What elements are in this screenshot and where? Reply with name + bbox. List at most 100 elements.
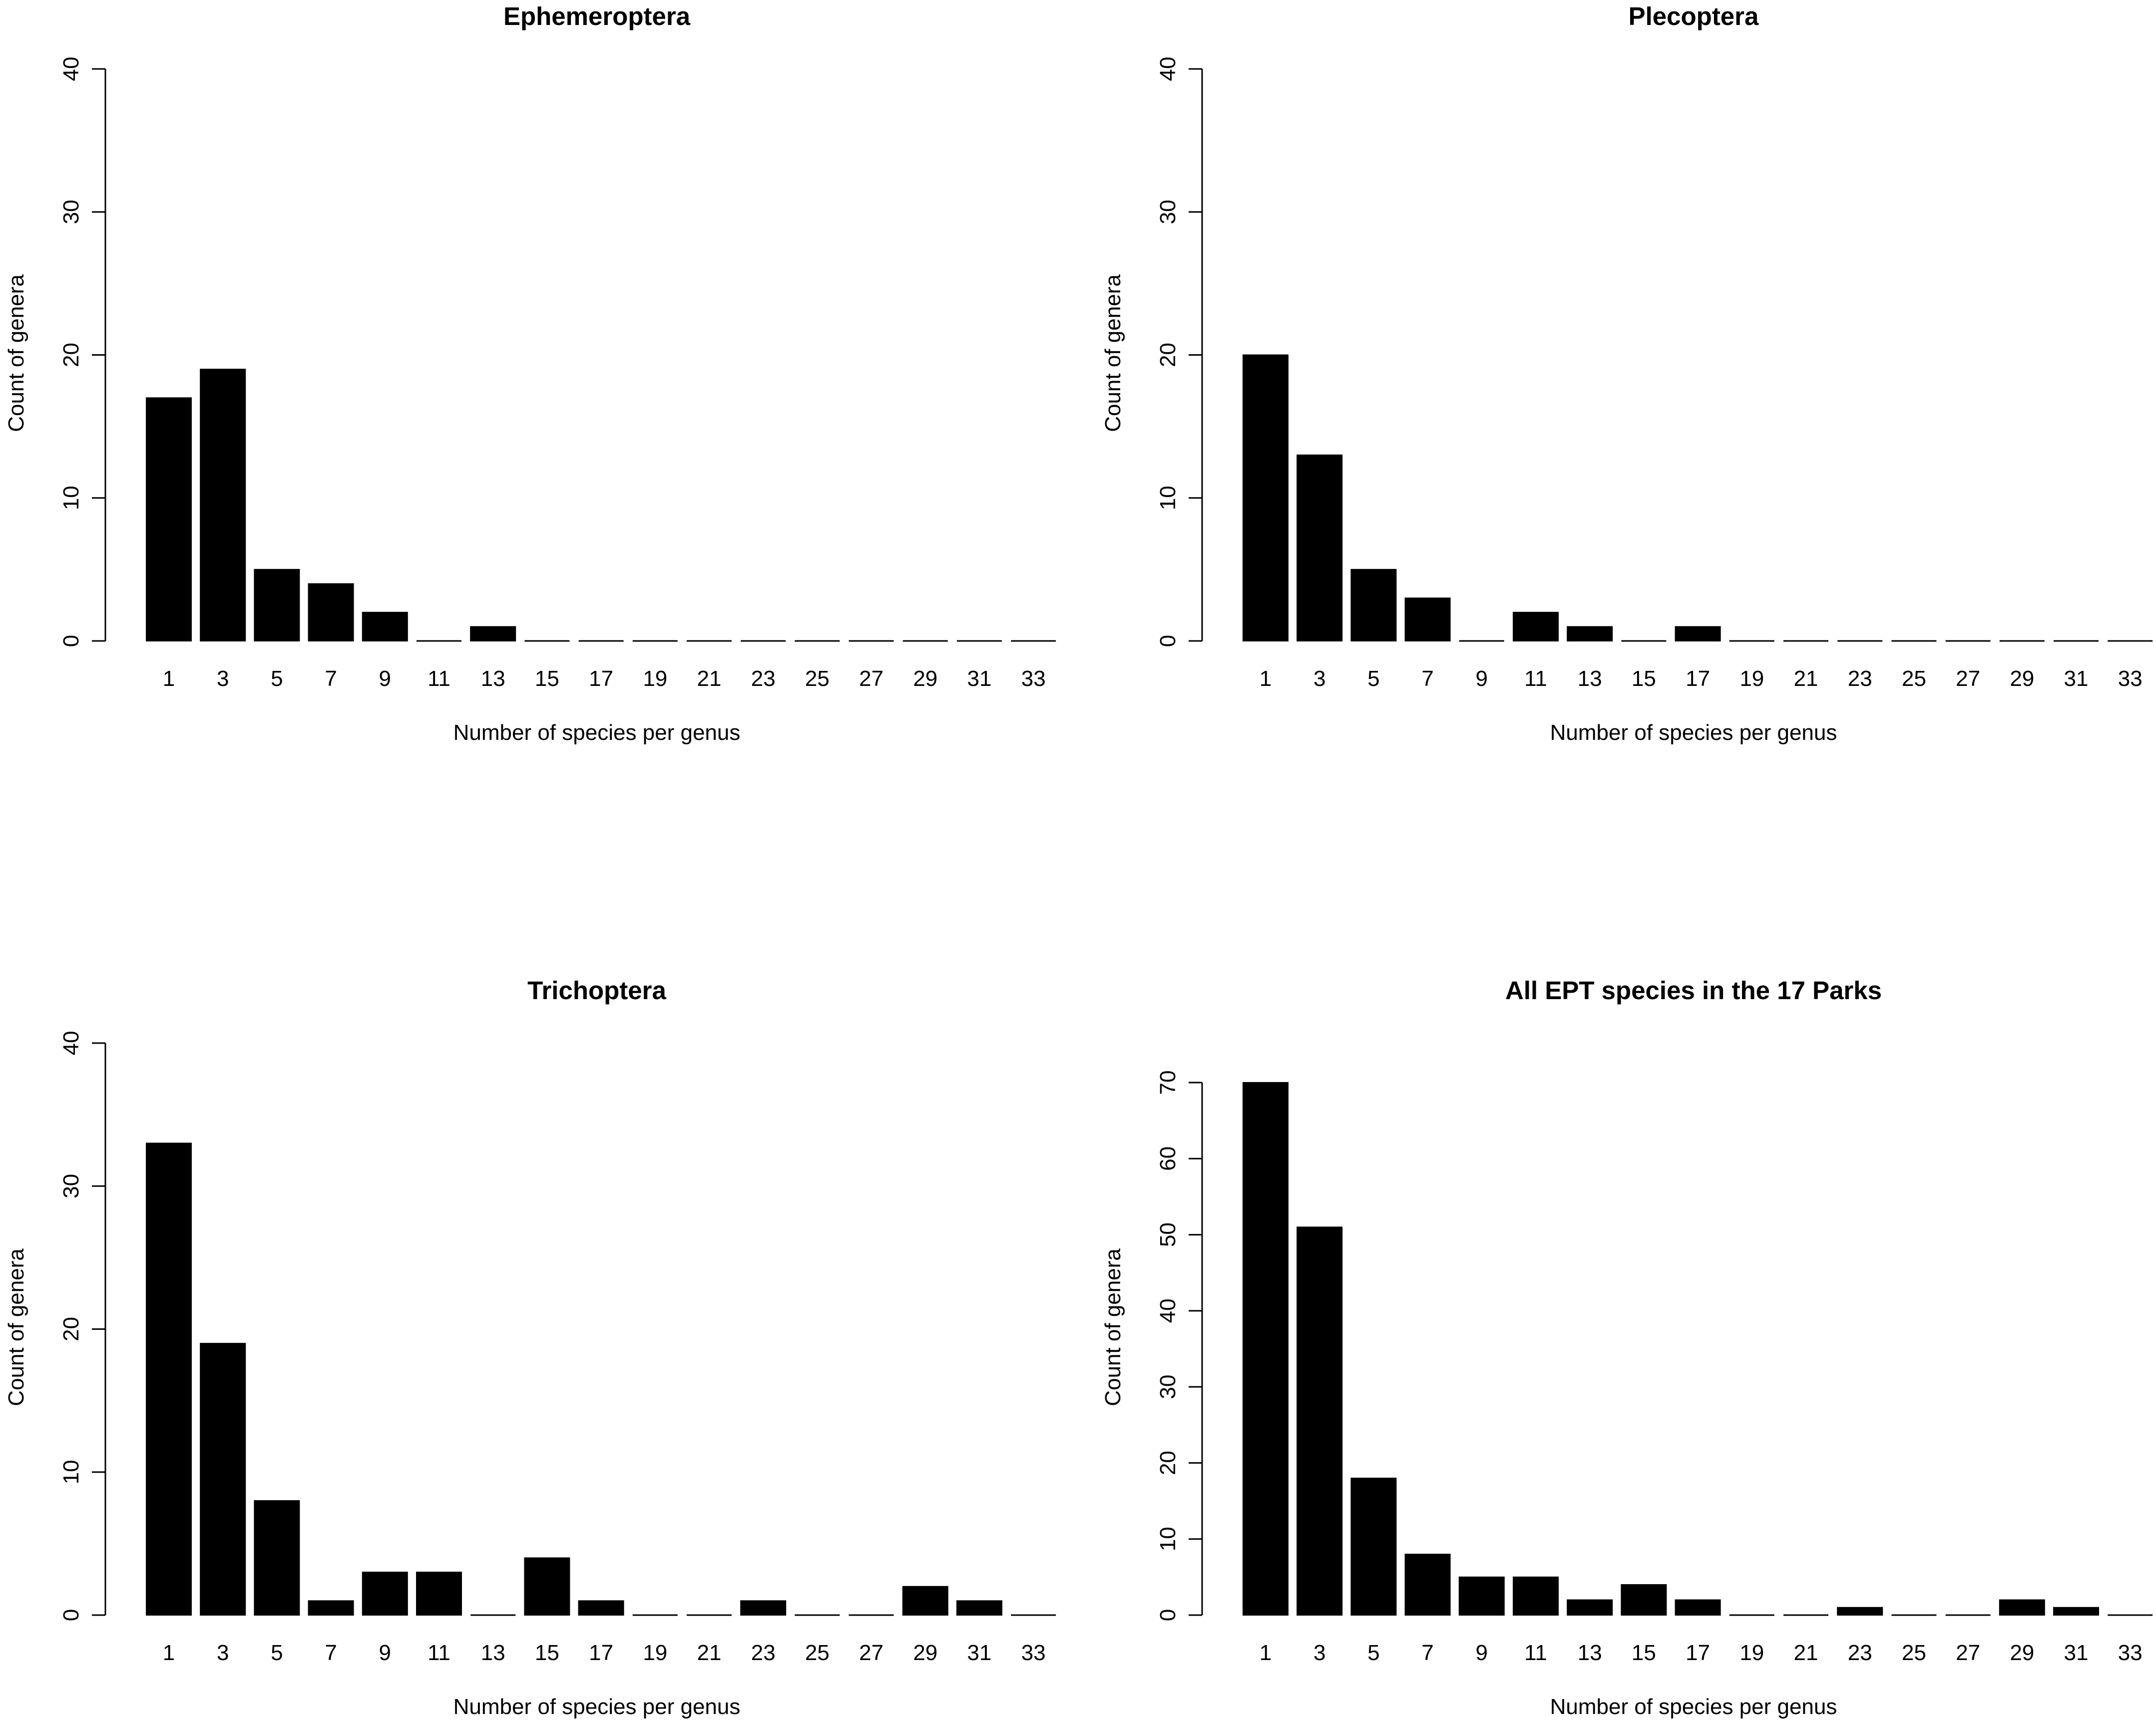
bar	[1513, 1576, 1559, 1616]
x-tick-label: 5	[271, 666, 283, 691]
y-tick-label: 60	[1156, 1147, 1180, 1171]
bar	[254, 1500, 300, 1616]
panel-title: Plecoptera	[1629, 2, 1759, 30]
x-tick-label: 21	[1794, 666, 1818, 691]
x-tick-label: 13	[481, 1641, 505, 1665]
x-tick-label: 3	[1313, 666, 1325, 691]
bar	[308, 583, 354, 641]
y-tick-label: 0	[59, 635, 83, 647]
y-tick-label: 50	[1156, 1222, 1180, 1247]
x-tick-label: 27	[1956, 1641, 1980, 1665]
y-axis-label: Count of genera	[1101, 1248, 1125, 1406]
x-tick-label: 5	[271, 1641, 283, 1665]
x-tick-label: 25	[805, 1641, 830, 1665]
x-tick-label: 15	[1632, 666, 1656, 691]
x-tick-label: 13	[1578, 1641, 1602, 1665]
x-tick-label: 3	[1313, 1641, 1325, 1665]
x-tick-label: 17	[589, 666, 613, 691]
y-tick-label: 30	[1156, 1375, 1180, 1399]
y-tick-label: 20	[59, 343, 83, 367]
y-axis-label: Count of genera	[4, 1248, 28, 1406]
bar	[1675, 1599, 1721, 1616]
bar	[416, 1572, 462, 1616]
bar	[1243, 354, 1289, 641]
x-tick-label: 11	[428, 666, 450, 691]
x-tick-label: 9	[1476, 666, 1488, 691]
panel-title: Ephemeroptera	[503, 2, 691, 30]
y-tick-label: 0	[59, 1609, 83, 1621]
bar	[1999, 1599, 2045, 1616]
bar	[146, 1143, 192, 1616]
x-tick-label: 11	[428, 1641, 450, 1665]
x-tick-label: 19	[643, 666, 667, 691]
panel-ephemeroptera: Ephemeroptera Number of species per genu…	[4, 2, 1056, 745]
y-tick-label: 10	[59, 1460, 83, 1484]
x-tick-label: 33	[2118, 666, 2143, 691]
panel-title: All EPT species in the 17 Parks	[1505, 976, 1882, 1005]
x-tick-label: 17	[1686, 666, 1710, 691]
y-tick-label: 40	[1156, 57, 1180, 81]
x-tick-label: 15	[535, 666, 559, 691]
x-tick-label: 9	[379, 666, 391, 691]
x-tick-label: 7	[325, 666, 337, 691]
x-tick-label: 23	[1848, 666, 1872, 691]
bar	[578, 1600, 624, 1616]
bar	[2053, 1607, 2099, 1616]
x-tick-label: 29	[2010, 666, 2034, 691]
x-tick-label: 1	[163, 1641, 175, 1665]
x-tick-label: 27	[859, 1641, 883, 1665]
bar	[362, 611, 408, 641]
x-tick-label: 25	[805, 666, 830, 691]
x-axis-label: Number of species per genus	[453, 1695, 741, 1719]
y-tick-label: 30	[59, 1174, 83, 1198]
bar	[1567, 626, 1613, 641]
bar	[902, 1586, 948, 1616]
bar	[1350, 1477, 1397, 1616]
y-tick-label: 40	[59, 1031, 83, 1056]
y-tick-label: 30	[1156, 200, 1180, 224]
y-tick-label: 10	[59, 486, 83, 510]
x-tick-label: 21	[1794, 1641, 1818, 1665]
bar	[1458, 1576, 1505, 1616]
x-tick-label: 13	[481, 666, 505, 691]
x-tick-label: 19	[643, 1641, 667, 1665]
x-tick-label: 31	[2064, 666, 2089, 691]
x-tick-label: 21	[697, 1641, 722, 1665]
x-tick-label: 1	[163, 666, 175, 691]
x-tick-label: 1	[1260, 1641, 1272, 1665]
bar	[524, 1557, 570, 1616]
bar	[1513, 611, 1559, 641]
x-tick-label: 13	[1578, 666, 1602, 691]
bar	[254, 569, 300, 641]
x-tick-label: 1	[1260, 666, 1272, 691]
x-tick-label: 23	[751, 666, 776, 691]
bar	[1675, 626, 1721, 641]
bar	[308, 1600, 354, 1616]
x-tick-label: 5	[1367, 1641, 1379, 1665]
y-tick-label: 20	[59, 1317, 83, 1341]
x-axis-label: Number of species per genus	[453, 720, 741, 745]
bar	[200, 1343, 246, 1616]
y-tick-label: 20	[1156, 343, 1180, 367]
y-tick-label: 20	[1156, 1451, 1180, 1475]
x-tick-label: 27	[1956, 666, 1980, 691]
bar	[1404, 597, 1451, 641]
x-tick-label: 23	[1848, 1641, 1872, 1665]
x-tick-label: 5	[1367, 666, 1379, 691]
x-tick-label: 11	[1524, 666, 1547, 691]
bar	[1243, 1082, 1289, 1616]
x-tick-label: 31	[967, 666, 992, 691]
y-axis-label: Count of genera	[4, 274, 28, 432]
x-tick-label: 23	[751, 1641, 776, 1665]
x-tick-label: 19	[1739, 666, 1764, 691]
bar	[956, 1600, 1002, 1616]
x-tick-label: 21	[697, 666, 722, 691]
y-tick-label: 10	[1156, 1527, 1180, 1551]
bar	[1296, 1226, 1343, 1616]
y-tick-label: 40	[59, 57, 83, 81]
x-tick-label: 27	[859, 666, 883, 691]
x-tick-label: 3	[217, 1641, 229, 1665]
bar	[740, 1600, 787, 1616]
